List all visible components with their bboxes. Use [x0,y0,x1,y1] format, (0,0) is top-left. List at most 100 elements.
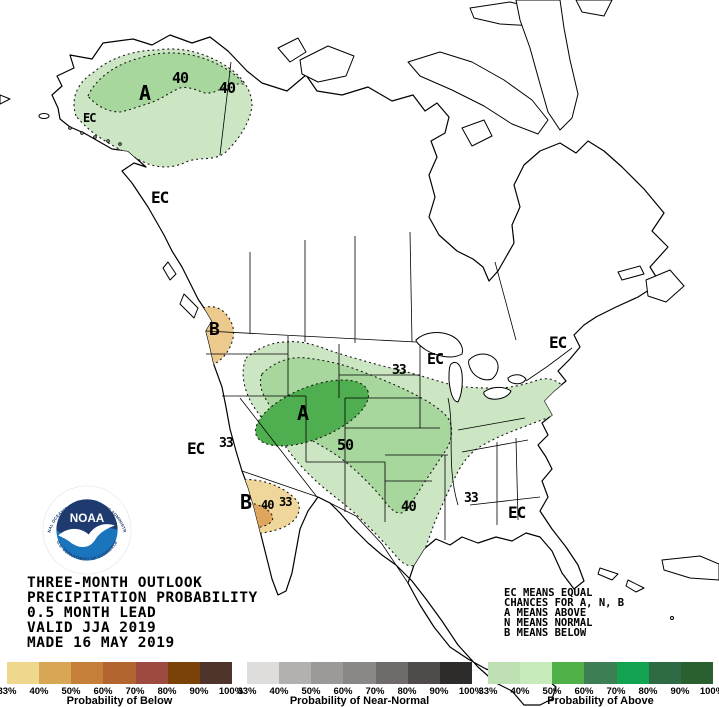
baffin-island [407,51,549,135]
color-swatch [7,662,40,684]
label-50-central: 50 [337,436,354,454]
tick-label: 90% [670,686,690,697]
tick-label: 40% [510,686,530,697]
tick-label: 90% [189,686,209,697]
colorbar-near-normal-segments [247,662,472,684]
tick-label: 40% [269,686,289,697]
title-line-4: VALID JJA 2019 [27,620,157,636]
color-swatch [279,662,312,684]
haida-gwaii [162,261,177,281]
colorbar-above-segments [488,662,713,684]
tick-label: 80% [638,686,658,697]
aleutian-island [93,135,97,139]
label-40-southwest: 40 [261,498,274,512]
label-ec-new-england: EC [549,333,567,352]
bahamas-island [597,567,619,581]
color-swatch [167,662,200,684]
color-swatch [71,662,104,684]
label-below-southwest: B [240,490,252,514]
color-swatch [584,662,617,684]
color-swatch [199,662,232,684]
color-swatch [311,662,344,684]
title-line-1: THREE-MONTH OUTLOOK [27,575,203,591]
political-borders [205,61,573,584]
islands [0,0,719,620]
southampton-island [461,119,493,147]
tick-label: 70% [125,686,145,697]
tick-label: 80% [157,686,177,697]
colorbar-above-caption: Probability of Above [547,695,654,707]
aleutian-island [118,142,122,146]
tick-label: 60% [574,686,594,697]
color-swatch [648,662,681,684]
aleutian-island [80,131,84,135]
title-line-5: MADE 16 MAY 2019 [27,635,175,651]
title-block: THREE-MONTH OUTLOOK PRECIPITATION PROBAB… [27,576,258,651]
aleutian-island [106,139,110,143]
legend-note-line-5: B MEANS BELOW [504,627,587,639]
legend-note: EC MEANS EQUAL CHANCES FOR A, N, B A MEA… [504,588,625,639]
label-ec-se-alaska: EC [151,188,169,207]
color-swatch [39,662,72,684]
label-above-central: A [297,401,309,425]
color-swatch [247,662,280,684]
label-40-southern-plains: 40 [401,499,417,515]
anticosti-island [617,265,645,281]
label-33-southeast: 33 [464,491,479,506]
colorbar-below-segments [7,662,232,684]
label-above-alaska: A [139,81,151,105]
bahamas-island [625,579,645,593]
tick-label: 50% [542,686,562,697]
color-swatch [439,662,472,684]
label-ec-aleutians: EC [83,111,96,125]
tick-label: 50% [301,686,321,697]
aleutian-island [68,126,72,130]
great-lakes [415,332,527,403]
lake-superior [415,332,463,358]
label-ec-southeast: EC [508,503,526,522]
color-swatch [616,662,649,684]
color-swatch [520,662,553,684]
color-swatch [488,662,521,684]
legend-note-line-4: N MEANS NORMAL [504,617,593,629]
tick-label: 100% [218,686,244,697]
tick-label: 50% [61,686,81,697]
color-swatch [103,662,136,684]
tick-label: 70% [365,686,385,697]
color-swatch [407,662,440,684]
colorbar-above: 33% 40% 50% 60% 70% 80% 90% 100% Probabi… [478,662,719,707]
label-ec-great-lakes: EC [427,350,444,368]
logo-bird-icon [58,524,115,547]
colorbar-below: 33% 40% 50% 60% 70% 80% 90% 100% Probabi… [0,662,243,707]
tick-label: 33% [478,686,498,697]
small-island [670,616,674,620]
greenland [515,0,579,131]
banks-island [277,37,307,63]
label-33-west: 33 [219,436,234,451]
arctic-island [575,0,613,17]
tick-label: 100% [458,686,484,697]
color-swatch [343,662,376,684]
lake-erie [483,386,512,400]
label-below-pnw: B [209,319,220,340]
tick-label: 100% [699,686,719,697]
newfoundland [645,269,685,303]
siberia-corner [0,94,11,105]
color-swatch [135,662,168,684]
colorbar-near-normal-caption: Probability of Near-Normal [289,695,430,707]
tick-label: 80% [397,686,417,697]
st-lawrence-island [38,113,50,119]
legend-note-line-2: CHANCES FOR A, N, B [504,597,625,609]
tick-label: 70% [606,686,626,697]
label-33-southwest: 33 [279,495,292,509]
victoria-island [299,45,355,83]
vancouver-island [179,293,199,319]
title-line-2: PRECIPITATION PROBABILITY [27,590,258,606]
label-ec-california: EC [187,439,205,458]
noaa-logo: NOAA NATIONAL OCEANIC AND ATMOSPHERIC AD… [42,485,132,575]
lake-huron [468,353,499,381]
tick-label: 60% [333,686,353,697]
title-line-3: 0.5 MONTH LEAD [27,605,157,621]
